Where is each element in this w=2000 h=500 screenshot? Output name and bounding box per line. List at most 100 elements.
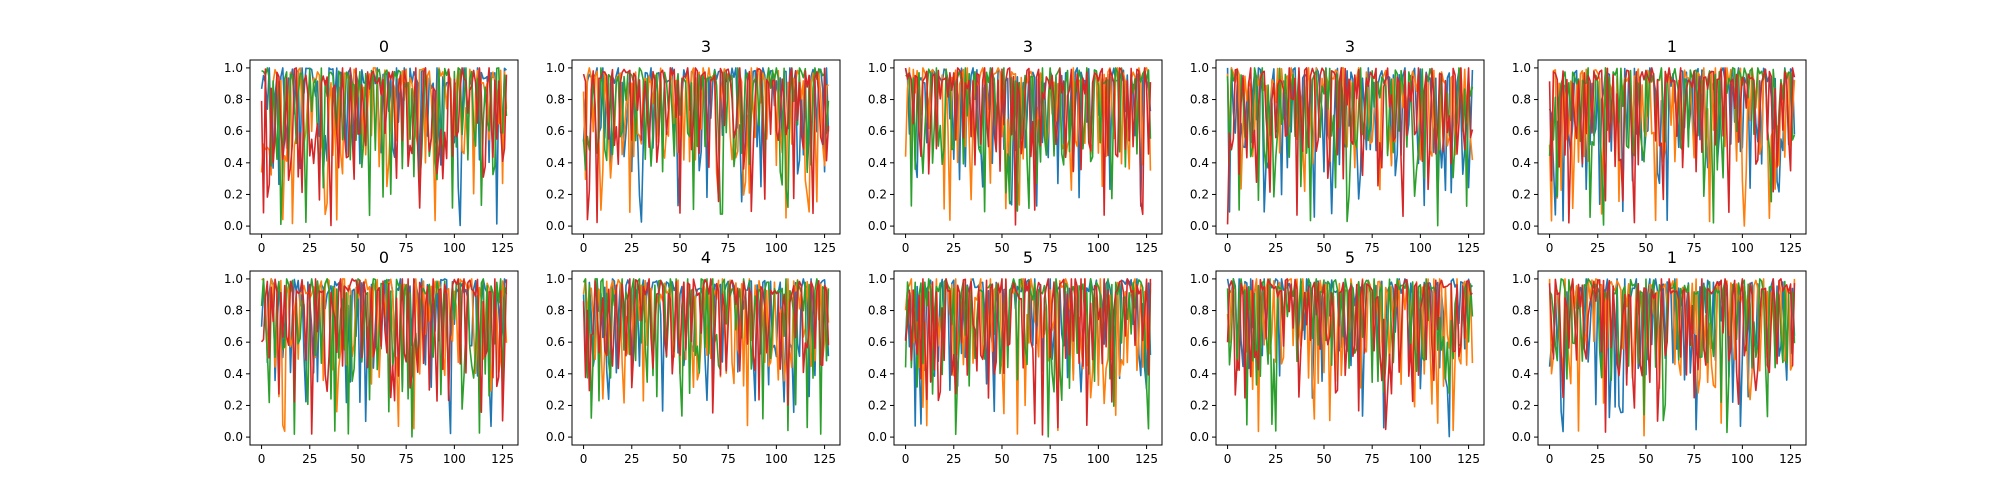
x-tick-label: 125 [491, 452, 514, 466]
subplot-3: 0 25 50 75 100 125 0.0 0.2 0.4 0.6 0.8 1.0 3 [868, 37, 1163, 255]
y-tick-label: 0.4 [868, 156, 887, 170]
y-tick-label: 1.0 [224, 61, 243, 75]
y-tick-label: 0.0 [1190, 430, 1209, 444]
x-tick-label: 25 [302, 241, 317, 255]
series-line-3 [261, 67, 508, 226]
y-tick-label: 0.8 [224, 304, 243, 318]
x-tick-label: 0 [258, 452, 266, 466]
x-tick-label: 75 [1365, 241, 1380, 255]
x-tick-label: 50 [1638, 241, 1653, 255]
x-tick-label: 125 [1779, 452, 1802, 466]
x-tick-label: 25 [946, 241, 961, 255]
y-tick-label: 0.0 [224, 219, 243, 233]
x-tick-label: 25 [1590, 241, 1605, 255]
x-tick-label: 75 [721, 452, 736, 466]
y-tick-label: 0.2 [1512, 187, 1531, 201]
x-tick-label: 0 [1546, 241, 1554, 255]
x-tick-label: 100 [1409, 241, 1432, 255]
series-line-4 [1226, 67, 1474, 225]
y-tick-label: 0.4 [224, 367, 243, 381]
subplot-6: 0 25 50 75 100 125 0.0 0.2 0.4 0.6 0.8 1.0 0 [224, 248, 519, 466]
y-tick-label: 0.4 [1512, 156, 1531, 170]
x-tick-label: 50 [1316, 241, 1331, 255]
y-tick-label: 0.2 [868, 398, 887, 412]
series-line-4 [904, 278, 1152, 436]
y-tick-label: 0.2 [224, 398, 243, 412]
y-tick-label: 1.0 [1512, 272, 1531, 286]
y-tick-label: 1.0 [546, 61, 565, 75]
y-tick-label: 0.4 [868, 367, 887, 381]
x-tick-label: 50 [1638, 452, 1653, 466]
y-tick-label: 0.2 [1190, 187, 1209, 201]
x-tick-label: 50 [994, 452, 1009, 466]
y-tick-label: 0.2 [546, 187, 565, 201]
subplot-lines [582, 67, 830, 224]
x-tick-label: 75 [1687, 452, 1702, 466]
subplot-lines [904, 278, 1152, 438]
y-tick-label: 0.0 [546, 219, 565, 233]
y-tick-label: 0.0 [1512, 430, 1531, 444]
series-line-4 [582, 278, 830, 414]
y-tick-label: 0.0 [224, 430, 243, 444]
y-tick-label: 0.8 [868, 304, 887, 318]
y-tick-label: 0.4 [1512, 367, 1531, 381]
x-tick-label: 50 [672, 241, 687, 255]
x-tick-label: 25 [624, 452, 639, 466]
axes-frame [1215, 270, 1485, 446]
series-line-2 [260, 67, 508, 225]
subplot-lines [1548, 67, 1796, 227]
x-tick-label: 50 [350, 452, 365, 466]
y-tick-label: 0.8 [1190, 304, 1209, 318]
y-tick-label: 0.6 [224, 124, 243, 138]
x-tick-label: 50 [672, 452, 687, 466]
x-tick-label: 0 [902, 452, 910, 466]
series-line-4 [582, 67, 830, 224]
y-tick-label: 0.2 [224, 187, 243, 201]
y-tick-label: 0.2 [1512, 398, 1531, 412]
x-tick-label: 100 [1087, 241, 1110, 255]
subplot-lines [1226, 67, 1474, 227]
x-tick-label: 100 [1409, 452, 1432, 466]
x-tick-label: 0 [580, 241, 588, 255]
y-tick-label: 0.4 [1190, 156, 1209, 170]
y-tick-label: 0.8 [868, 93, 887, 107]
x-tick-label: 25 [946, 452, 961, 466]
axes-frame [1537, 270, 1807, 446]
subplot-5: 0 25 50 75 100 125 0.0 0.2 0.4 0.6 0.8 1.0 1 [1512, 37, 1807, 255]
x-tick-label: 100 [1087, 452, 1110, 466]
x-tick-label: 0 [580, 452, 588, 466]
series-line-4 [904, 67, 1152, 226]
x-tick-label: 25 [302, 452, 317, 466]
x-tick-label: 100 [1731, 452, 1754, 466]
y-tick-label: 1.0 [868, 61, 887, 75]
x-tick-label: 75 [1365, 452, 1380, 466]
x-tick-label: 0 [258, 241, 266, 255]
axes-frame [571, 59, 841, 235]
subplot-lines [1548, 278, 1796, 437]
subplot-title: 3 [1023, 37, 1033, 56]
series-line-4 [260, 67, 508, 227]
x-tick-label: 25 [1268, 241, 1283, 255]
y-tick-label: 0.8 [224, 93, 243, 107]
x-tick-label: 50 [350, 241, 365, 255]
subplot-lines [582, 278, 830, 435]
subplot-9: 0 25 50 75 100 125 0.0 0.2 0.4 0.6 0.8 1.0 5 [1190, 248, 1485, 466]
y-tick-label: 1.0 [1190, 272, 1209, 286]
y-tick-label: 1.0 [868, 272, 887, 286]
x-tick-label: 100 [1731, 241, 1754, 255]
series-line-3 [1226, 278, 1474, 432]
y-tick-label: 0.6 [224, 335, 243, 349]
y-tick-label: 0.0 [1512, 219, 1531, 233]
x-tick-label: 0 [1224, 452, 1232, 466]
x-tick-label: 50 [994, 241, 1009, 255]
subplot-title: 5 [1345, 248, 1355, 267]
subplot-1: 0 25 50 75 100 125 0.0 0.2 0.4 0.6 0.8 1.0 0 [224, 37, 519, 255]
y-tick-label: 0.6 [1512, 124, 1531, 138]
axes-frame [1215, 59, 1485, 235]
series-line-2 [1548, 278, 1796, 437]
y-tick-label: 1.0 [1190, 61, 1209, 75]
x-tick-label: 100 [443, 452, 466, 466]
axes-frame [893, 59, 1163, 235]
y-tick-label: 0.2 [868, 187, 887, 201]
subplot-lines [260, 278, 508, 438]
